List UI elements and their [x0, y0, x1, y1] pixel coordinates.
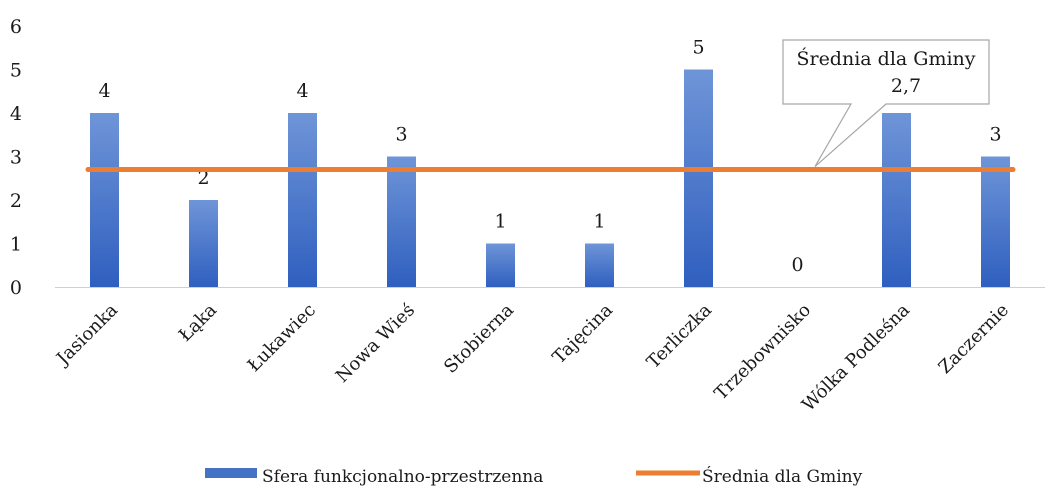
bar: [387, 156, 416, 287]
category-label: Zaczernie: [935, 300, 1014, 379]
callout-title: Średnia dla Gminy: [796, 47, 975, 70]
bar: [486, 243, 515, 287]
average-callout: Średnia dla Gminy 2,7: [782, 39, 990, 168]
bar-data-label: 5: [692, 37, 704, 59]
category-label: Jasionka: [51, 300, 122, 371]
bar-data-label: 3: [989, 124, 1001, 146]
category-label: Stobierna: [440, 299, 518, 377]
category-label: Nowa Wieś: [332, 300, 419, 387]
bar: [90, 113, 119, 287]
y-axis: 0 1 2 3 4 5 6: [10, 16, 22, 299]
bar-data-label: 4: [296, 80, 308, 102]
category-label: Łąka: [175, 300, 221, 346]
y-tick-label: 6: [10, 16, 22, 38]
y-tick-label: 1: [10, 234, 22, 256]
category-label: Tajęcina: [549, 300, 618, 369]
bar: [585, 243, 614, 287]
category-label: Wólka Podleśna: [798, 300, 914, 416]
bar-series: 4243115043: [90, 37, 1010, 287]
legend-label-average: Średnia dla Gminy: [702, 466, 863, 487]
bar: [882, 113, 911, 287]
legend-swatch-bars: [205, 468, 257, 478]
category-label: Trzebownisko: [710, 300, 815, 405]
y-tick-label: 4: [10, 103, 22, 125]
category-label: Łukawiec: [244, 300, 320, 376]
bar-data-label: 4: [98, 80, 110, 102]
legend: Sfera funkcjonalno-przestrzenna Średnia d…: [205, 466, 863, 487]
category-label: Terliczka: [643, 300, 716, 373]
bar: [189, 200, 218, 287]
callout-value: 2,7: [891, 75, 921, 97]
bar: [684, 69, 713, 287]
legend-label-bars: Sfera funkcjonalno-przestrzenna: [262, 467, 543, 487]
y-tick-label: 3: [10, 147, 22, 169]
callout-shape: [782, 39, 990, 168]
y-tick-label: 2: [10, 190, 22, 212]
bar: [981, 156, 1010, 287]
bar-data-label: 2: [197, 167, 209, 189]
bar-data-label: 0: [791, 254, 803, 276]
bar-data-label: 1: [593, 211, 605, 233]
bar-data-label: 1: [494, 211, 506, 233]
bar: [288, 113, 317, 287]
y-tick-label: 5: [10, 60, 22, 82]
bar-data-label: 3: [395, 124, 407, 146]
y-tick-label: 0: [10, 277, 22, 299]
x-axis: Jasionka Łąka Łukawiec Nowa Wieś Stobierna Ta…: [51, 287, 1045, 416]
